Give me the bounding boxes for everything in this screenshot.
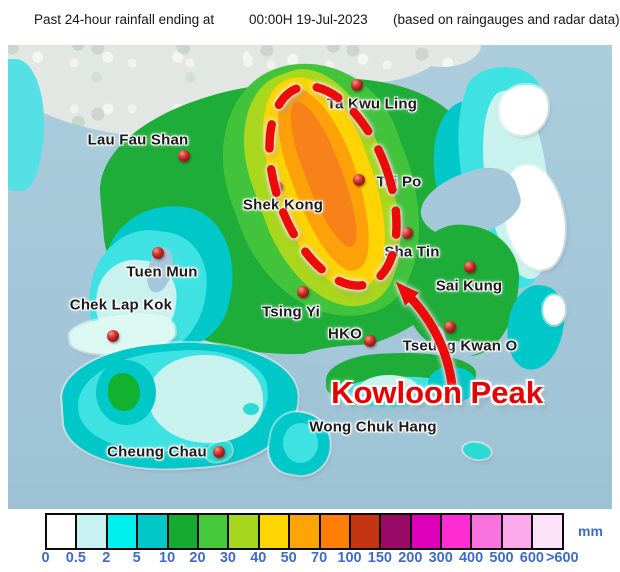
legend-swatch-300 [442,515,473,548]
legend-tick-70: 70 [311,550,328,566]
po-toi-island [461,440,493,462]
location-label-tai-po: Tai Po [376,173,422,191]
legend-tick-0.5: 0.5 [65,550,86,566]
legend-tick-400: 400 [458,550,484,566]
legend-swatch-100 [350,515,382,548]
legend-swatch-0 [47,515,78,548]
legend-swatch-150 [381,515,412,548]
legend-tick-30: 30 [219,550,236,566]
legend-swatch-400 [472,515,503,548]
legend-swatch-0.5 [77,515,108,548]
rain-area-white-southeast [543,295,565,325]
legend-swatch-20 [198,515,230,548]
location-label-shek-kong: Shek Kong [242,196,324,214]
page-title: Past 24-hour rainfall ending at 00:00H 1… [0,12,620,30]
legend-swatch-70 [320,515,351,548]
location-dot-tseung-kwan-o [444,321,456,333]
location-label-lau-fau-shan: Lau Fau Shan [87,131,189,149]
legend-tick-0: 0 [41,550,50,566]
location-label-cheung-chau: Cheung Chau [107,443,207,461]
location-label-tuen-mun: Tuen Mun [126,263,198,281]
legend-swatch-30 [229,515,260,548]
rainfall-map [8,45,612,509]
location-dot-sha-tin [401,227,413,239]
location-dot-tsing-yi [297,286,309,298]
legend-swatch-50 [290,515,321,548]
legend-tick-150: 150 [367,550,392,566]
location-dot-sai-kung [464,261,476,273]
legend-unit-label: mm [578,523,603,539]
location-dot-shek-kong [271,181,283,193]
lamma-island-cyan [283,423,318,463]
location-dot-tai-po [353,174,365,186]
peng-chau-island [243,403,259,415]
location-dot-tuen-mun [152,247,164,259]
title-prefix: Past 24-hour rainfall ending at [34,12,215,27]
legend-tick-5: 5 [132,550,141,566]
legend-tick-2: 2 [102,550,111,566]
location-dot-lau-fau-shan [178,150,190,162]
legend-tick-300: 300 [428,550,453,566]
legend-swatch-200 [411,515,443,548]
legend-tick-500: 500 [489,550,514,566]
location-label-sai-kung: Sai Kung [435,277,503,295]
legend-tick-gt600: >600 [545,550,579,566]
legend-swatch-5 [138,515,169,548]
legend-tick-200: 200 [398,550,423,566]
legend-swatch-500 [502,515,534,548]
kowloon-peak-annotation-label: Kowloon Peak [331,375,543,410]
location-label-tseung-kwan-o: Tseung Kwan O [402,337,518,355]
legend-swatch-2 [107,515,139,548]
location-label-tsing-yi: Tsing Yi [262,303,320,321]
legend-swatch-40 [259,515,291,548]
legend-tick-40: 40 [250,550,267,566]
location-dot-cheung-chau [213,446,225,458]
location-dot-chek-lap-kok [107,330,119,342]
legend-tick-600: 600 [519,550,544,566]
legend-tick-10: 10 [159,550,176,566]
location-label-sha-tin: Sha Tin [384,243,440,261]
legend-tick-20: 20 [189,550,206,566]
location-dot-hko [364,335,376,347]
rain-area-white-northeast [500,85,548,135]
location-label-wong-chuk-hang: Wong Chuk Hang [309,418,437,436]
mainland-area-east [403,45,481,67]
title-suffix: (based on raingauges and radar data) [393,12,620,27]
lantau-peak-green-spot [108,373,140,411]
legend-tick-50: 50 [280,550,297,566]
legend-swatch-600 [533,515,562,548]
title-datetime: 00:00H 19-Jul-2023 [249,12,368,27]
location-dot-ta-kwu-ling [351,79,363,91]
rainfall-legend-bar [45,513,564,550]
location-label-ta-kwu-ling: Ta Kwu Ling [326,95,418,113]
location-label-chek-lap-kok: Chek Lap Kok [69,296,173,314]
location-label-hko: HKO [328,325,362,343]
legend-swatch-10 [168,515,199,548]
legend-tick-100: 100 [337,550,362,566]
